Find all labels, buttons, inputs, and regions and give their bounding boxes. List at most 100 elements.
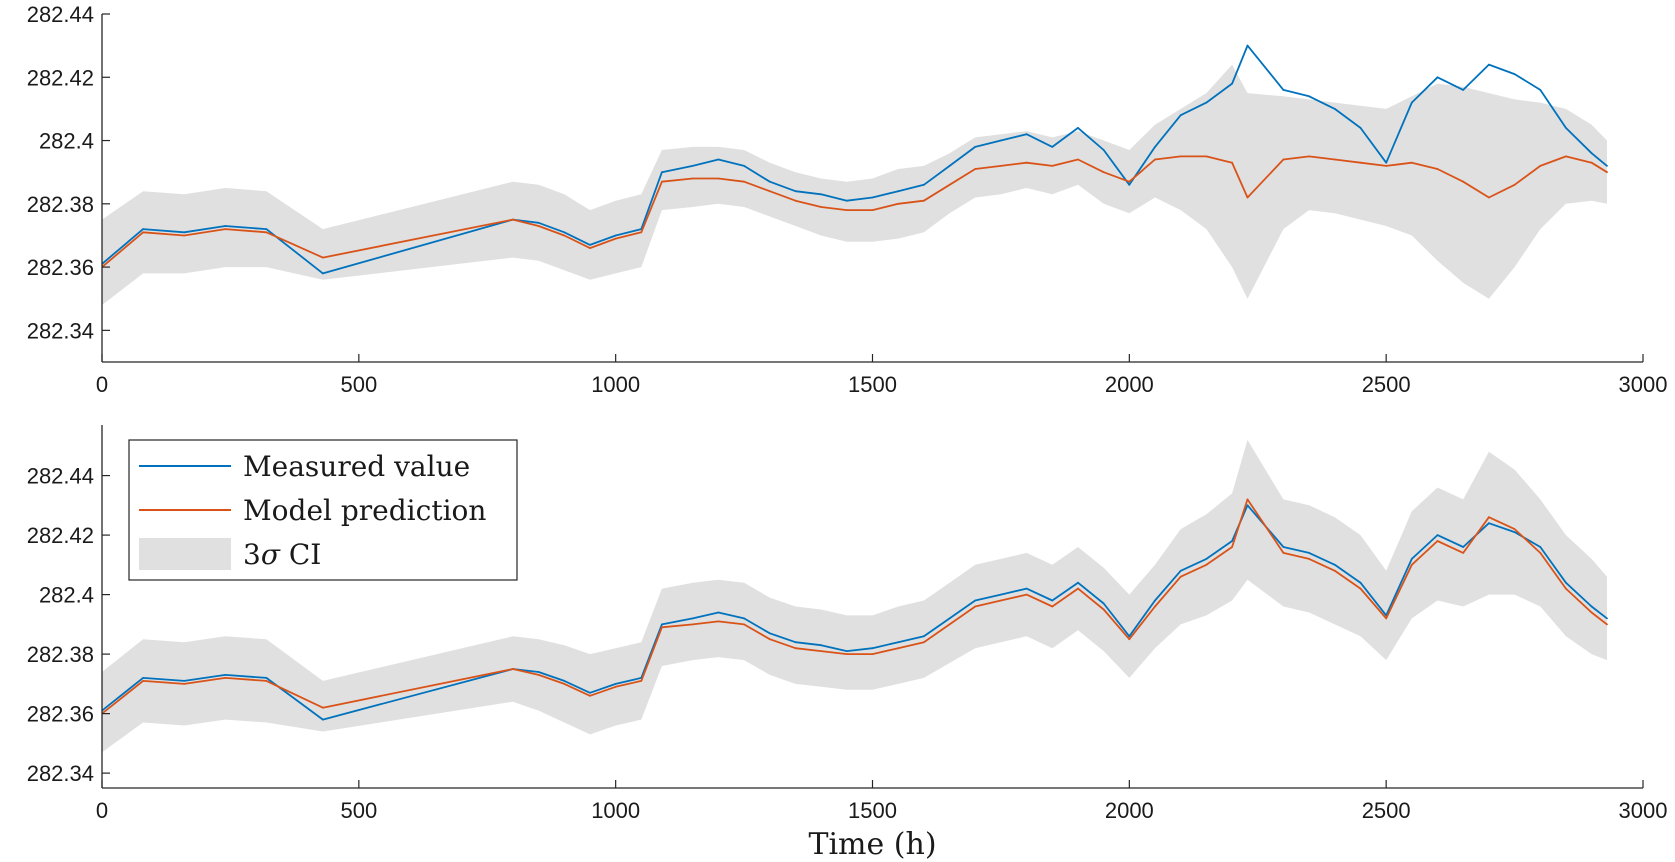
y-tick-label: 282.38 — [27, 192, 94, 217]
data-point — [614, 234, 617, 237]
data-point — [743, 623, 745, 626]
data-point — [661, 623, 663, 626]
data-point — [845, 199, 848, 202]
data-point — [1308, 558, 1310, 560]
x-tick-label: 500 — [340, 798, 377, 823]
data-point — [1102, 608, 1105, 611]
data-point — [1282, 158, 1285, 161]
y-tick-label: 282.34 — [27, 318, 94, 343]
data-point — [1333, 563, 1336, 566]
data-point — [1436, 168, 1439, 170]
data-point — [871, 647, 874, 650]
data-point — [1359, 161, 1362, 164]
y-tick-label: 282.4 — [39, 583, 94, 608]
data-point — [1410, 558, 1413, 560]
data-point — [1128, 635, 1131, 638]
data-point — [142, 231, 145, 234]
data-point — [1051, 165, 1054, 167]
data-point — [871, 653, 874, 655]
data-point — [1436, 534, 1439, 536]
data-point — [1308, 95, 1310, 98]
data-point — [820, 650, 822, 652]
data-point — [1179, 569, 1182, 572]
data-point — [897, 190, 900, 193]
data-point — [1333, 108, 1336, 110]
data-point — [743, 180, 745, 183]
data-point — [512, 668, 514, 670]
y-tick-label: 282.42 — [27, 523, 94, 548]
data-point — [691, 617, 694, 620]
data-point — [768, 180, 771, 183]
data-point — [871, 196, 874, 199]
data-point — [614, 683, 617, 685]
data-point — [1565, 587, 1567, 590]
data-point — [1282, 546, 1285, 548]
data-point — [1077, 127, 1079, 129]
data-point — [794, 190, 797, 193]
data-point — [1051, 599, 1054, 602]
data-point — [183, 680, 186, 682]
data-point — [1246, 44, 1249, 47]
data-point — [537, 674, 540, 676]
data-point — [537, 671, 540, 673]
data-point — [1385, 165, 1388, 167]
y-tick-label: 282.44 — [27, 2, 94, 27]
data-point — [322, 256, 324, 259]
data-point — [537, 221, 540, 224]
data-point — [1308, 155, 1310, 158]
data-point — [923, 183, 925, 186]
data-point — [1102, 602, 1105, 605]
data-point — [537, 225, 540, 227]
data-point — [1606, 623, 1608, 626]
data-point — [183, 234, 186, 237]
data-point — [768, 632, 771, 635]
data-point — [614, 685, 617, 688]
x-tick-label: 2500 — [1362, 372, 1411, 397]
data-point — [1102, 149, 1105, 151]
data-point — [923, 199, 925, 202]
data-point — [1385, 161, 1388, 164]
data-point — [224, 228, 227, 231]
data-point — [743, 617, 745, 620]
data-point — [661, 626, 663, 629]
data-point — [265, 680, 268, 682]
x-tick-label: 1000 — [591, 372, 640, 397]
x-tick-label: 3000 — [1619, 798, 1668, 823]
data-point — [1000, 599, 1002, 602]
data-point — [640, 231, 643, 234]
data-point — [589, 247, 591, 250]
data-point — [142, 677, 145, 679]
data-point — [265, 231, 268, 234]
x-tick-label: 0 — [96, 372, 108, 397]
data-point — [717, 620, 720, 623]
data-point — [768, 638, 771, 641]
data-point — [1205, 558, 1208, 560]
data-point — [923, 641, 925, 644]
data-point — [974, 168, 977, 170]
data-point — [1488, 196, 1490, 199]
data-point — [1606, 165, 1608, 167]
data-point — [224, 225, 227, 227]
data-point — [923, 635, 925, 638]
data-point — [142, 680, 145, 682]
y-tick-label: 282.34 — [27, 761, 94, 786]
data-point — [265, 677, 268, 679]
data-point — [794, 647, 797, 650]
legend-swatch-ci — [139, 538, 231, 570]
data-point — [845, 209, 848, 212]
data-point — [948, 165, 951, 167]
data-point — [1051, 146, 1054, 148]
data-point — [589, 694, 591, 697]
data-point — [1246, 498, 1249, 501]
data-point — [1051, 605, 1054, 608]
y-tick-label: 282.44 — [27, 464, 94, 489]
x-tick-label: 1500 — [848, 798, 897, 823]
data-point — [1000, 139, 1002, 142]
data-point — [974, 605, 977, 608]
data-point — [743, 165, 745, 167]
data-point — [1590, 152, 1593, 155]
data-point — [1025, 587, 1028, 590]
legend-label: Measured value — [243, 450, 470, 483]
legend-label: 3σ CI — [243, 538, 321, 571]
